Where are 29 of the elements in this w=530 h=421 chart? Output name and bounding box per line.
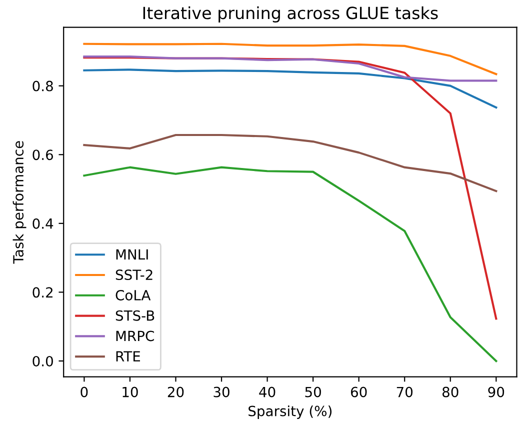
chart-title: Iterative pruning across GLUE tasks: [143, 6, 438, 22]
y-tick-label: 0.2: [32, 287, 52, 298]
y-axis-title: Task performance: [12, 141, 26, 264]
line-series: [83, 42, 498, 76]
legend-label: SST-2: [116, 270, 152, 280]
legend-label: CoLA: [116, 290, 151, 300]
y-tick-label: 0.0: [32, 356, 53, 366]
legend-label: STS-B: [116, 310, 154, 321]
legend-label: MRPC: [116, 330, 154, 342]
x-tick-label: 80: [442, 386, 458, 398]
line-series: [83, 134, 498, 192]
legend-label: RTE: [116, 351, 140, 362]
line-series: [83, 166, 498, 362]
x-tick-label: 70: [396, 386, 413, 398]
y-tick-label: 0.6: [32, 150, 54, 160]
x-tick-label: 0: [80, 386, 88, 398]
legend-label: MNLI: [116, 249, 148, 260]
x-tick-label: 60: [350, 386, 367, 398]
line-series: [83, 56, 498, 82]
y-tick-label: 0.8: [32, 80, 53, 92]
x-axis-title: Sparsity (%): [248, 406, 332, 419]
x-tick-label: 40: [259, 386, 276, 398]
x-tick-label: 50: [305, 386, 321, 398]
y-tick-label: 0.4: [32, 218, 54, 229]
x-tick-label: 10: [122, 386, 138, 398]
x-tick-label: 90: [488, 386, 504, 398]
x-tick-label: 30: [214, 386, 230, 398]
line-series: [83, 68, 498, 109]
x-tick-label: 20: [168, 386, 184, 398]
